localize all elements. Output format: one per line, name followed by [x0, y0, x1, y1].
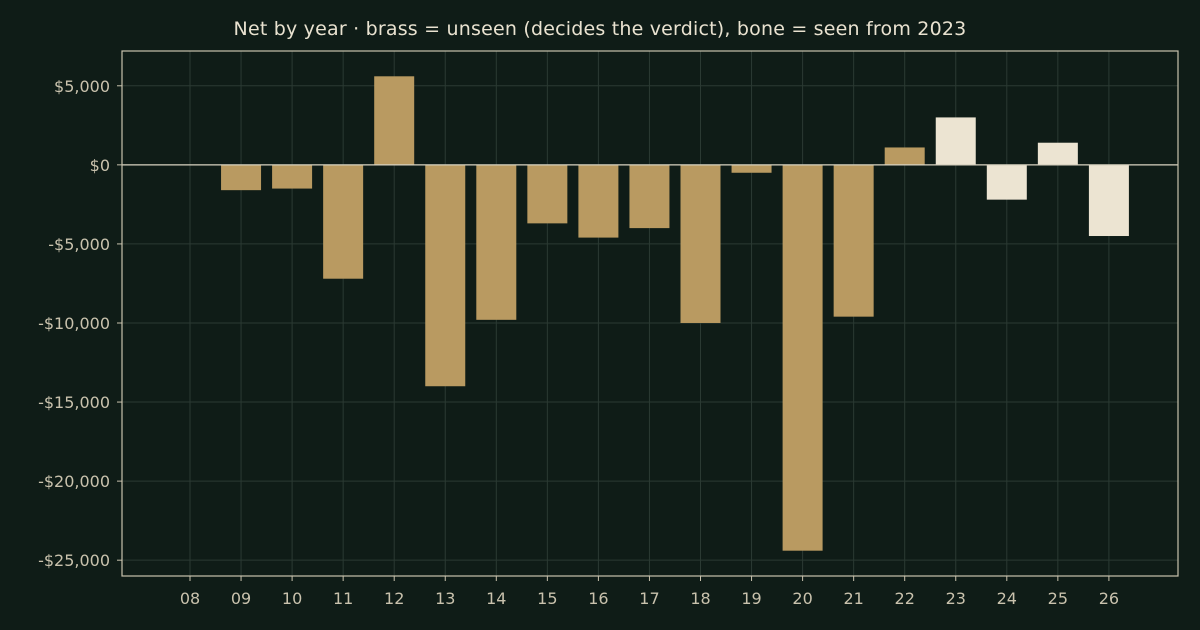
bar-unseen	[374, 76, 415, 165]
bar-seen	[1037, 142, 1078, 165]
bar-unseen	[884, 147, 925, 165]
bar-unseen	[629, 164, 670, 229]
x-tick-label: 26	[1099, 589, 1119, 608]
bar-unseen	[476, 164, 517, 320]
bar-seen	[1088, 164, 1129, 237]
x-tick-label: 21	[843, 589, 863, 608]
x-tick-label: 15	[537, 589, 557, 608]
bar-unseen	[527, 164, 568, 224]
y-tick-label: $5,000	[54, 77, 110, 96]
x-tick-label: 23	[946, 589, 966, 608]
x-tick-label: 17	[639, 589, 659, 608]
grid-layer	[122, 51, 1178, 576]
bar-unseen	[833, 164, 874, 317]
x-tick-label: 14	[486, 589, 506, 608]
y-tick-label: $0	[90, 156, 110, 175]
y-tick-label: -$20,000	[38, 472, 110, 491]
x-tick-label: 12	[384, 589, 404, 608]
y-tick-label: -$5,000	[48, 235, 110, 254]
axis-layer	[117, 50, 1179, 581]
y-tick-label: -$15,000	[38, 393, 110, 412]
label-layer: $5,000 $0 -$5,000 -$10,000 -$15,000 -$20,000 -…	[38, 77, 1119, 608]
x-tick-label: 13	[435, 589, 455, 608]
bar-seen	[986, 164, 1027, 200]
x-tick-label: 10	[282, 589, 302, 608]
bar-seen	[935, 117, 976, 165]
bar-unseen	[221, 164, 262, 191]
x-tick-label: 24	[997, 589, 1017, 608]
x-tick-label: 20	[792, 589, 812, 608]
plot-frame	[121, 50, 1179, 577]
x-tick-label: 22	[895, 589, 915, 608]
bar-unseen	[323, 164, 364, 279]
bar-layer	[221, 76, 1129, 551]
x-tick-label: 11	[333, 589, 353, 608]
bar-unseen	[782, 164, 823, 551]
y-tick-label: -$25,000	[38, 551, 110, 570]
bar-unseen	[272, 164, 313, 189]
bar-unseen	[680, 164, 721, 323]
x-tick-label: 25	[1048, 589, 1068, 608]
x-tick-label: 09	[231, 589, 251, 608]
y-tick-label: -$10,000	[38, 314, 110, 333]
bar-unseen	[578, 164, 619, 238]
x-tick-label: 16	[588, 589, 608, 608]
x-tick-label: 19	[741, 589, 761, 608]
bar-unseen	[425, 164, 466, 387]
bar-unseen	[731, 164, 772, 173]
x-tick-label: 18	[690, 589, 710, 608]
chart-title: Net by year · brass = unseen (decides th…	[233, 18, 967, 40]
x-tick-label: 08	[180, 589, 200, 608]
